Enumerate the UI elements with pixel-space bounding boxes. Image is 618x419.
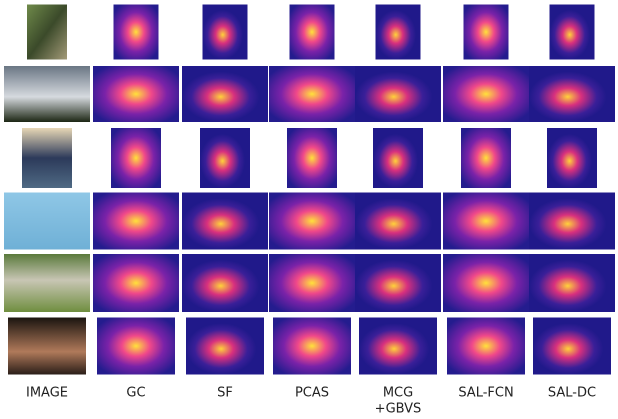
saliency-map	[93, 193, 179, 250]
column-label: +GBVS	[375, 402, 422, 417]
saliency-map	[355, 193, 441, 250]
input-image	[4, 193, 90, 250]
saliency-map	[97, 318, 175, 375]
saliency-map	[114, 5, 159, 60]
saliency-map	[200, 128, 250, 188]
saliency-map	[182, 66, 268, 122]
saliency-map	[355, 66, 441, 122]
column-label: IMAGE	[26, 386, 68, 401]
column-label: SAL-FCN	[458, 386, 513, 401]
saliency-map	[273, 318, 351, 375]
saliency-map	[529, 254, 615, 312]
saliency-map	[269, 193, 355, 250]
saliency-map	[529, 66, 615, 122]
column-label: GC	[126, 386, 145, 401]
saliency-map	[443, 193, 529, 250]
saliency-map	[290, 5, 335, 60]
saliency-map	[93, 66, 179, 122]
column-label: SF	[217, 386, 233, 401]
saliency-map	[203, 5, 248, 60]
saliency-map	[287, 128, 337, 188]
input-image	[8, 318, 86, 375]
input-image	[4, 254, 90, 312]
saliency-map	[464, 5, 509, 60]
saliency-map	[443, 66, 529, 122]
saliency-map	[443, 254, 529, 312]
saliency-map	[182, 193, 268, 250]
input-image	[27, 5, 67, 60]
input-image	[4, 66, 90, 122]
column-label: PCAS	[295, 386, 329, 401]
saliency-map	[529, 193, 615, 250]
input-image	[22, 128, 72, 188]
saliency-map	[111, 128, 161, 188]
saliency-map	[355, 254, 441, 312]
column-label: MCG	[383, 386, 413, 401]
saliency-map	[269, 254, 355, 312]
saliency-map	[186, 318, 264, 375]
saliency-map	[447, 318, 525, 375]
saliency-map	[533, 318, 611, 375]
saliency-map	[547, 128, 597, 188]
saliency-map	[461, 128, 511, 188]
saliency-map	[373, 128, 423, 188]
saliency-map	[269, 66, 355, 122]
column-label: SAL-DC	[548, 386, 596, 401]
saliency-map	[376, 5, 421, 60]
saliency-map	[93, 254, 179, 312]
saliency-map	[359, 318, 437, 375]
figure: IMAGE GC SF PCAS MCG+GBVS SAL-FCN SAL-DC	[0, 0, 618, 419]
saliency-map	[550, 5, 595, 60]
saliency-map	[182, 254, 268, 312]
